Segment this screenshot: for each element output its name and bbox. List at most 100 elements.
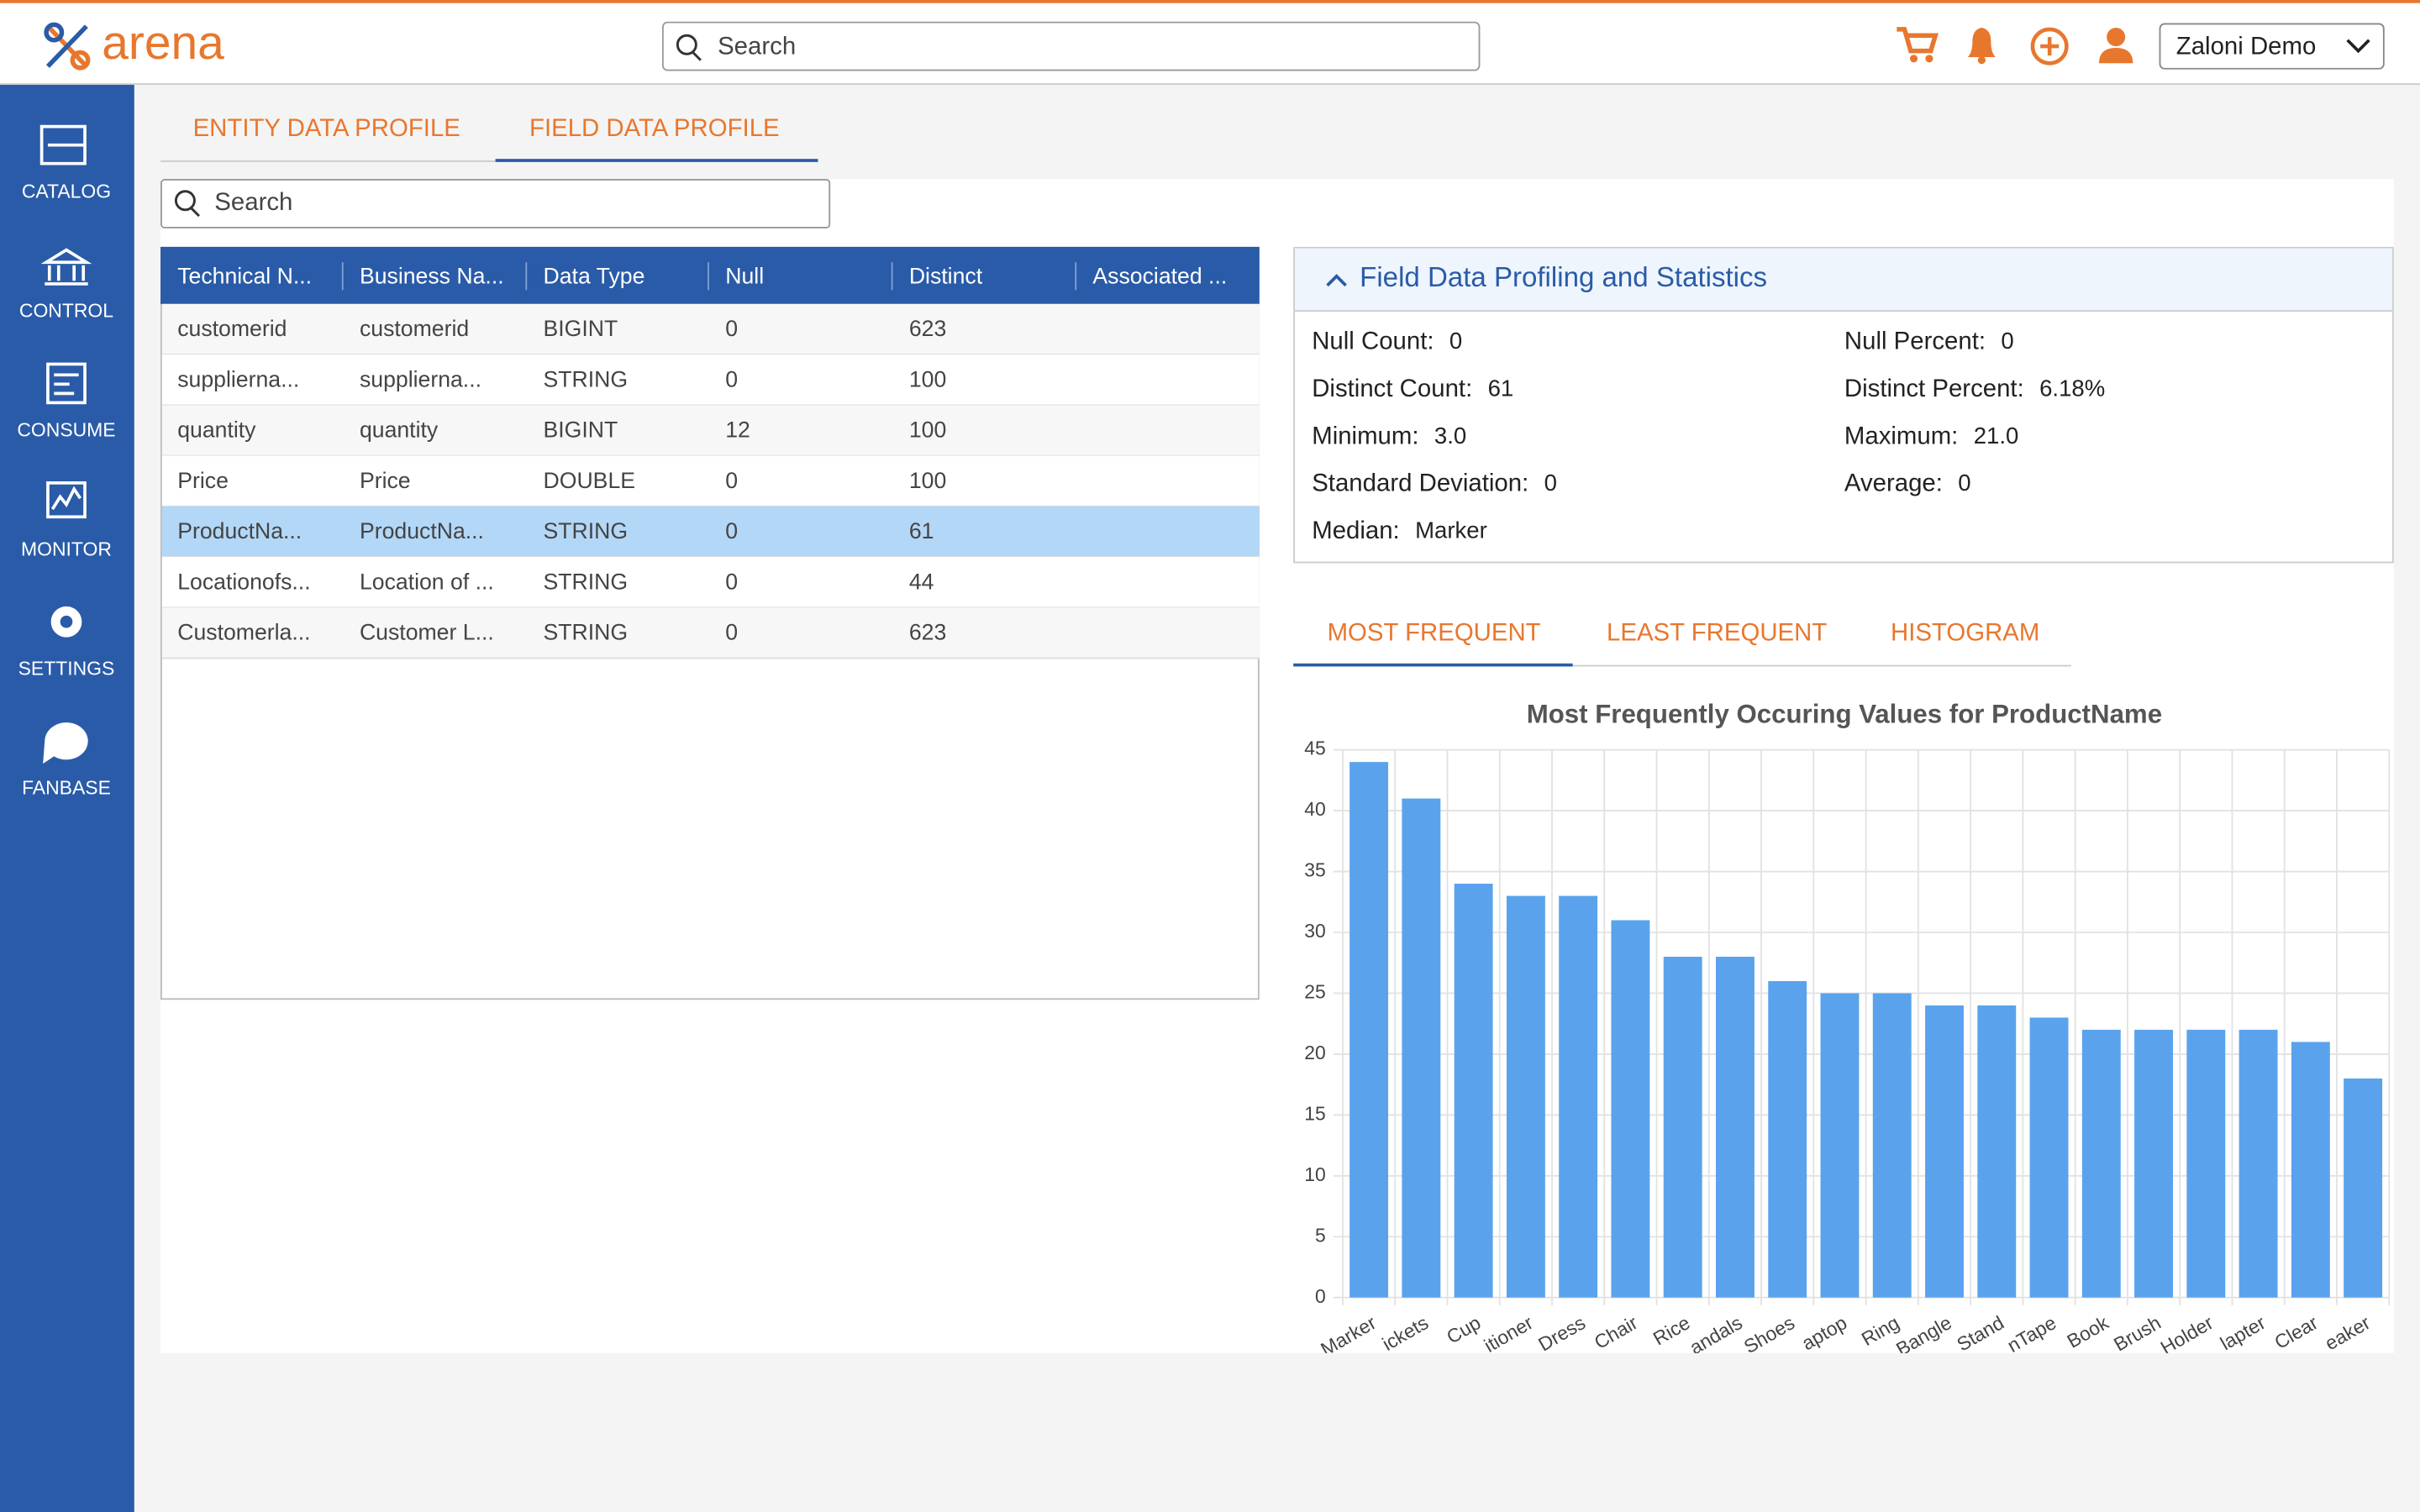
bar [2186, 1030, 2225, 1298]
y-tick-label: 45 [1304, 738, 1326, 759]
y-tick-label: 10 [1304, 1163, 1326, 1185]
stat-label: Null Count: [1312, 328, 1434, 355]
table-cell: customerid [360, 316, 469, 341]
active-tab-indicator [496, 159, 818, 162]
chart-tab[interactable]: MOST FREQUENT [1328, 619, 1541, 647]
column-header[interactable]: Business Na... [360, 264, 504, 289]
y-tick-label: 30 [1304, 920, 1326, 942]
table-row[interactable] [162, 354, 1260, 405]
chart-tab[interactable]: LEAST FREQUENT [1607, 619, 1827, 647]
table-cell: 44 [909, 569, 934, 594]
table-cell: 61 [909, 518, 934, 543]
table-cell: supplierna... [360, 366, 481, 391]
stats-title: Field Data Profiling and Statistics [1360, 262, 1767, 293]
bar [1873, 993, 1912, 1297]
table-cell: Price [177, 468, 229, 493]
table-cell: BIGINT [544, 316, 618, 341]
chart-tab[interactable]: HISTOGRAM [1891, 619, 2039, 647]
y-tick-label: 15 [1304, 1102, 1326, 1124]
user-icon[interactable] [2107, 28, 2125, 46]
bar [1455, 884, 1493, 1298]
stat-value: 0 [1958, 470, 1970, 496]
column-header[interactable]: Distinct [909, 264, 983, 289]
nav-label[interactable]: CONTROL [19, 300, 113, 322]
y-tick-label: 0 [1315, 1285, 1326, 1307]
stat-label: Null Percent: [1844, 328, 1986, 355]
search-placeholder: Search [718, 33, 796, 60]
table-row[interactable] [162, 456, 1260, 507]
user-name: Zaloni Demo [2176, 33, 2317, 60]
table-cell: DOUBLE [544, 468, 636, 493]
bar [1349, 762, 1388, 1298]
stat-label: Distinct Count: [1312, 375, 1472, 402]
header-accent [0, 0, 2420, 3]
table-cell: BIGINT [544, 417, 618, 443]
bar [2134, 1030, 2173, 1298]
table-cell: supplierna... [177, 366, 299, 391]
table-cell: Locationofs... [177, 569, 310, 594]
search-placeholder: Search [214, 188, 292, 216]
bar [1716, 957, 1754, 1298]
bar [2082, 1030, 2121, 1298]
table-cell: ProductNa... [177, 518, 302, 543]
stat-label: Distinct Percent: [1844, 375, 2024, 402]
table-row[interactable] [162, 607, 1260, 658]
bar [1768, 981, 1807, 1298]
table-cell: customerid [177, 316, 287, 341]
bar [2030, 1017, 2069, 1297]
y-tick-label: 5 [1315, 1224, 1326, 1246]
table-row[interactable] [162, 507, 1260, 557]
stat-value: Marker [1415, 517, 1487, 543]
nav-label[interactable]: CONSUME [17, 419, 115, 441]
bar [1507, 896, 1545, 1298]
stat-label: Average: [1844, 470, 1943, 497]
table-cell: 100 [909, 417, 946, 443]
bar [1611, 921, 1649, 1298]
table-cell: 100 [909, 468, 946, 493]
table-cell: Customerla... [177, 620, 310, 645]
bar [2344, 1079, 2382, 1298]
table-cell: 623 [909, 316, 946, 341]
table-row[interactable] [162, 557, 1260, 607]
stat-label: Standard Deviation: [1312, 470, 1528, 497]
nav-label[interactable]: MONITOR [21, 538, 112, 560]
stat-value: 0 [1544, 470, 1557, 496]
table-row[interactable] [162, 304, 1260, 354]
table-cell: STRING [544, 620, 629, 645]
y-tick-label: 35 [1304, 859, 1326, 881]
table-cell: STRING [544, 366, 629, 391]
table-cell: ProductNa... [360, 518, 484, 543]
bar [1559, 896, 1597, 1298]
table-cell: 0 [725, 620, 738, 645]
nav-label[interactable]: FANBASE [22, 777, 111, 799]
y-tick-label: 20 [1304, 1042, 1326, 1063]
stat-value: 0 [1449, 328, 1462, 354]
tab-active[interactable]: FIELD DATA PROFILE [529, 114, 780, 142]
nav-label[interactable]: SETTINGS [18, 658, 115, 680]
column-header[interactable]: Technical N... [177, 264, 312, 289]
table-cell: STRING [544, 518, 629, 543]
table-cell: STRING [544, 569, 629, 594]
logo: arena [102, 16, 224, 70]
bar [1664, 957, 1702, 1298]
stat-value: 3.0 [1434, 423, 1466, 449]
stat-label: Minimum: [1312, 422, 1418, 449]
table-cell: 0 [725, 468, 738, 493]
bar [2239, 1030, 2278, 1298]
table-row[interactable] [162, 405, 1260, 455]
table-cell: 0 [725, 316, 738, 341]
column-header[interactable]: Data Type [544, 264, 645, 289]
table-cell: quantity [177, 417, 256, 443]
bar [1977, 1005, 2016, 1298]
table-cell: Customer L... [360, 620, 494, 645]
column-header[interactable]: Null [725, 264, 764, 289]
stats-header-border [1295, 310, 2392, 312]
table-cell: 12 [725, 417, 750, 443]
tab[interactable]: ENTITY DATA PROFILE [193, 114, 460, 142]
table-cell: 100 [909, 366, 946, 391]
bar [2291, 1042, 2330, 1297]
column-header[interactable]: Associated ... [1092, 264, 1227, 289]
nav-label[interactable]: CATALOG [22, 181, 111, 202]
